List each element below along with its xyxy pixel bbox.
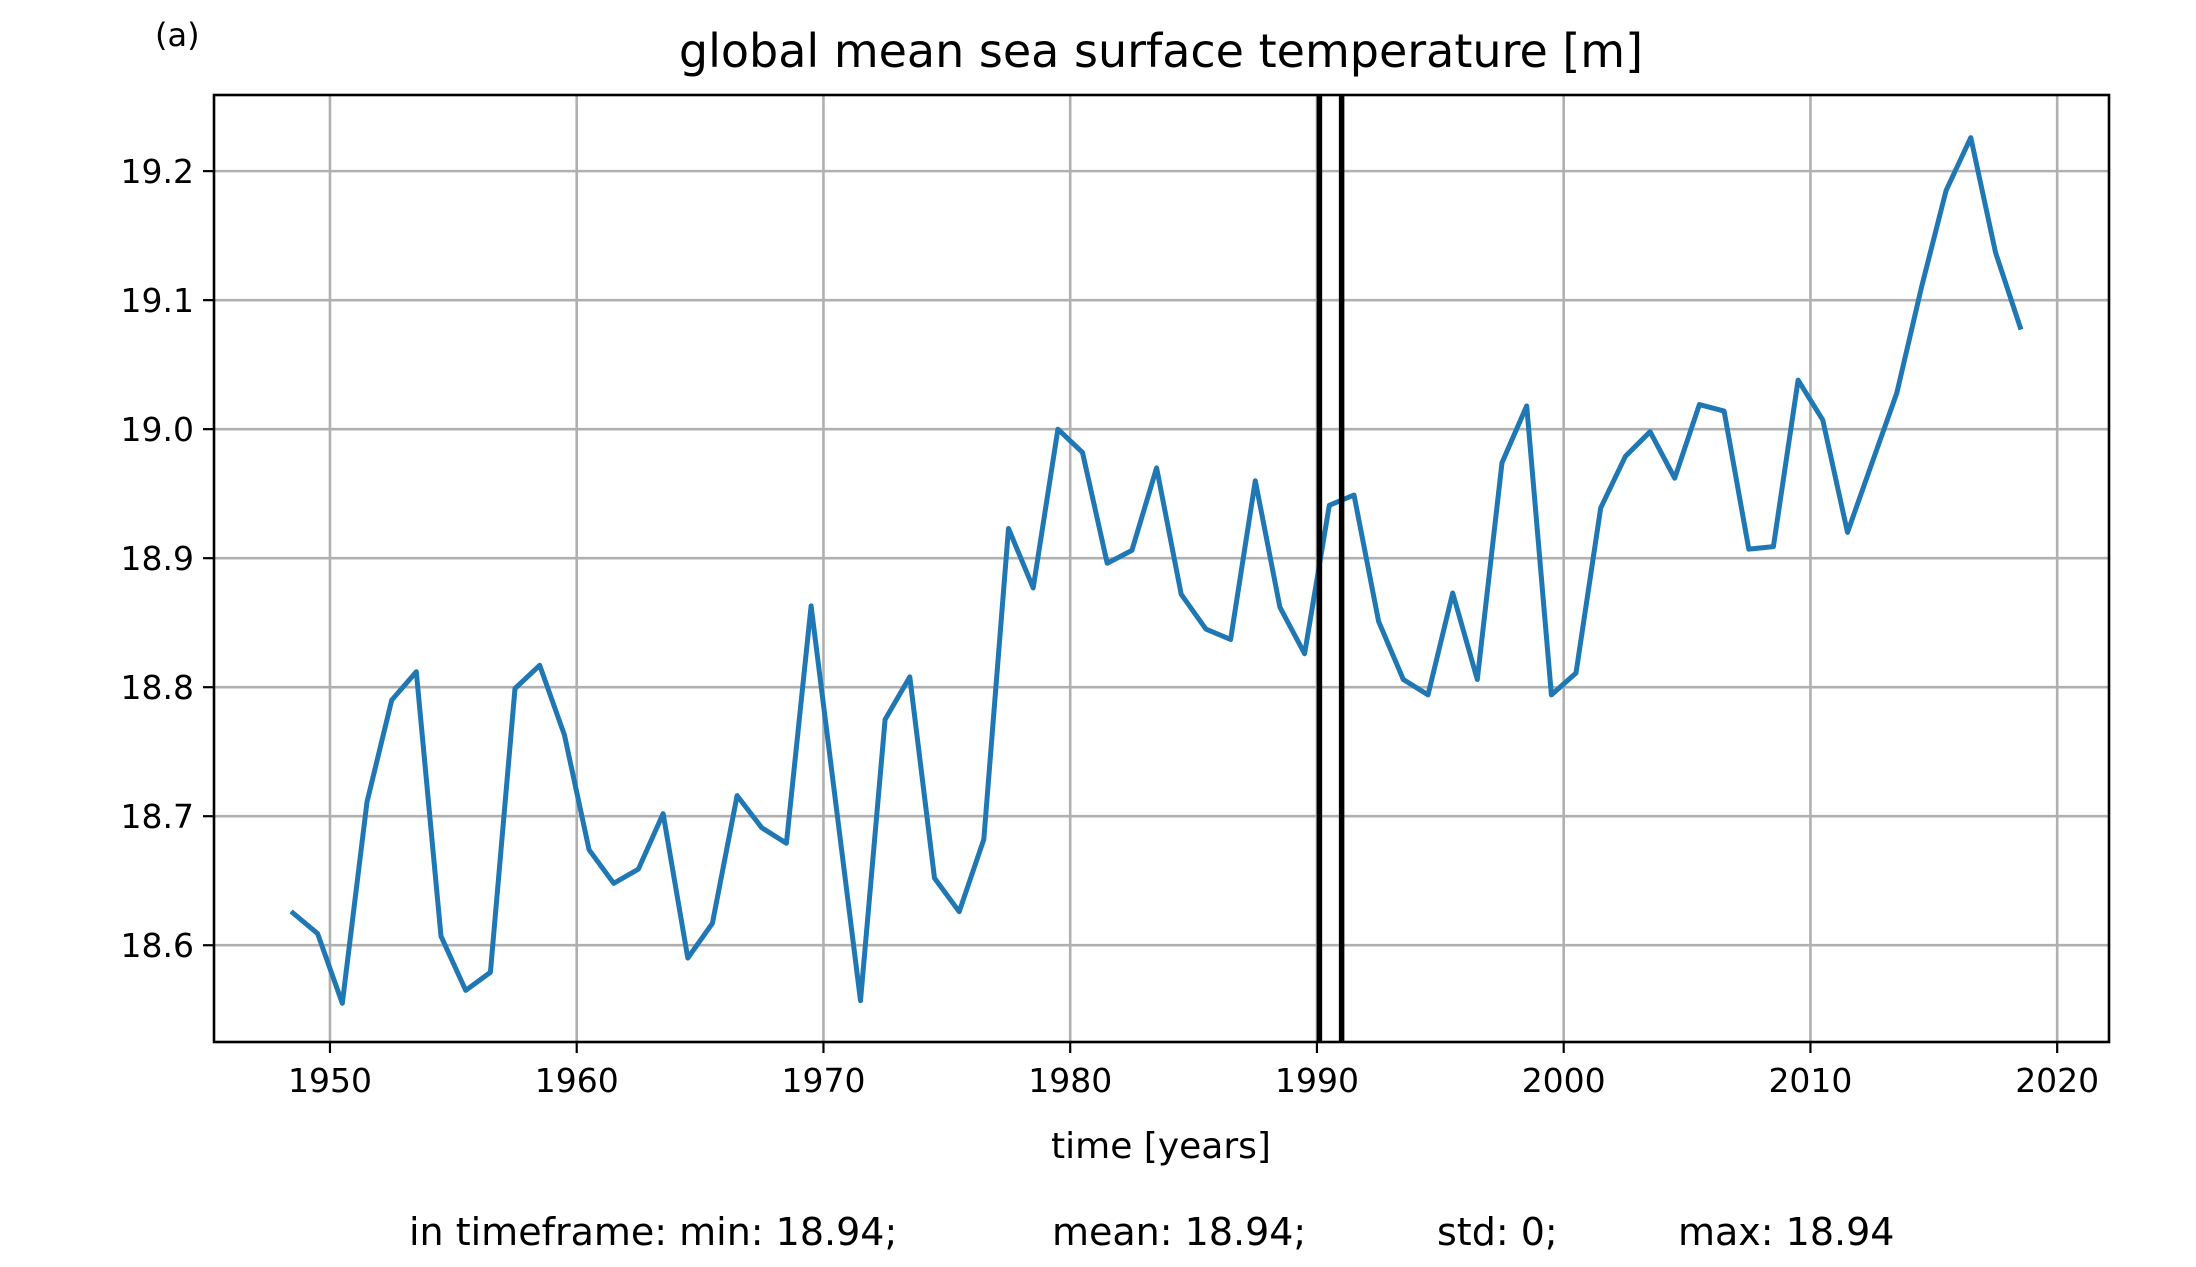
footer-min: in timeframe: min: 18.94; [409, 1210, 897, 1254]
x-axis-ticks: 1950 1960 1970 1980 1990 2000 2010 2020 [288, 1042, 2099, 1100]
x-tick-label: 2000 [1522, 1061, 1606, 1100]
y-tick-label: 18.9 [121, 539, 194, 578]
y-tick-label: 18.6 [121, 926, 194, 965]
y-tick-label: 19.0 [121, 410, 194, 449]
x-tick-label: 1980 [1028, 1061, 1112, 1100]
y-tick-label: 19.1 [121, 281, 194, 320]
x-tick-label: 1990 [1275, 1061, 1359, 1100]
footer-std: std: 0; [1437, 1210, 1558, 1254]
footer-max: max: 18.94 [1678, 1210, 1894, 1254]
y-tick-label: 18.7 [121, 797, 194, 836]
y-tick-label: 18.8 [121, 668, 194, 707]
x-tick-label: 1950 [288, 1061, 372, 1100]
timeframe-markers [1316, 95, 1345, 1042]
x-tick-label: 2020 [2015, 1061, 2099, 1100]
chart-title: global mean sea surface temperature [m] [679, 24, 1643, 78]
footer-mean: mean: 18.94; [1052, 1210, 1306, 1254]
x-axis-label: time [years] [1051, 1126, 1271, 1167]
y-tick-label: 19.2 [121, 152, 194, 191]
x-tick-label: 2010 [1768, 1061, 1852, 1100]
panel-label: (a) [155, 16, 200, 54]
plot-frame [212, 93, 2111, 1044]
series-line [289, 135, 2024, 1006]
x-tick-label: 1970 [781, 1061, 865, 1100]
y-axis-ticks: 18.6 18.7 18.8 18.9 19.0 19.1 19.2 [121, 152, 214, 965]
series-layer [289, 135, 2024, 1006]
x-tick-label: 1960 [535, 1061, 619, 1100]
